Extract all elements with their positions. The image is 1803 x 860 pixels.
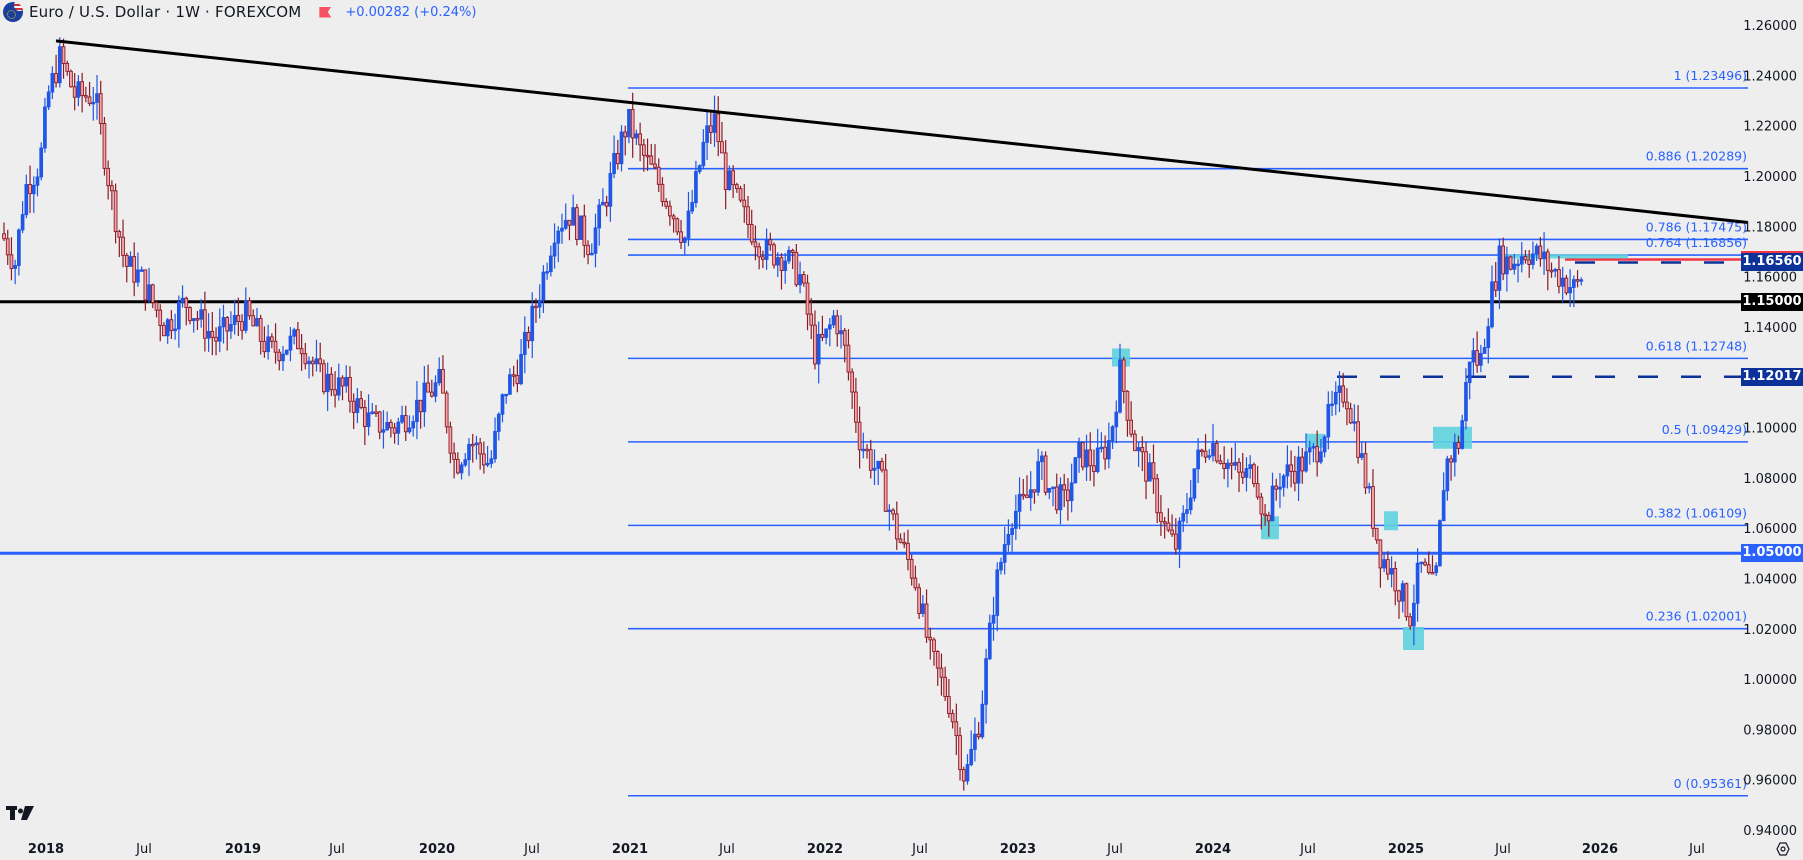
time-tick: Jul xyxy=(1106,842,1123,857)
highlight-box[interactable] xyxy=(1433,426,1472,449)
time-tick: Jul xyxy=(1299,842,1316,857)
price-badge: 1.12017 xyxy=(1741,367,1803,386)
time-tick: Jul xyxy=(718,842,735,857)
price-tick: 0.98000 xyxy=(1743,723,1797,738)
settings-icon[interactable] xyxy=(1776,842,1790,856)
fib-label: 1 (1.23496) xyxy=(1674,68,1747,83)
price-tick: 1.20000 xyxy=(1743,170,1797,185)
price-tick: 1.08000 xyxy=(1743,472,1797,487)
fib-label: 0 (0.95361) xyxy=(1674,776,1747,791)
fib-label: 0.382 (1.06109) xyxy=(1646,505,1747,520)
horizontal-lines[interactable] xyxy=(0,258,1748,555)
highlight-box[interactable] xyxy=(1384,511,1398,531)
time-tick: Jul xyxy=(135,842,152,857)
price-tick: 1.16000 xyxy=(1743,271,1797,286)
fib-label: 0.5 (1.09429) xyxy=(1662,422,1747,437)
price-tick: 1.10000 xyxy=(1743,422,1797,437)
time-tick: Jul xyxy=(328,842,345,857)
price-axis[interactable]: 1.26000 1.24000 1.22000 1.20000 1.18000 1.160… xyxy=(1743,19,1797,839)
chart-header: Euro / U.S. Dollar · 1W · FOREXCOM +0.00… xyxy=(0,0,476,24)
price-badge: 1.16560 xyxy=(1741,253,1803,272)
highlight-boxes[interactable] xyxy=(1112,254,1628,650)
price-tick: 1.18000 xyxy=(1743,220,1797,235)
time-tick: Jul xyxy=(523,842,540,857)
price-tick: 1.00000 xyxy=(1743,673,1797,688)
price-tick: 1.06000 xyxy=(1743,522,1797,537)
tradingview-logo-icon[interactable] xyxy=(6,806,34,820)
price-badge: 1.05000 xyxy=(1741,544,1803,563)
time-axis[interactable]: 2018 Jul 2019 Jul 2020 Jul 2021 Jul 2022 Jul 2023 J… xyxy=(28,842,1705,857)
price-change: +0.00282 (+0.24%) xyxy=(345,4,477,20)
time-tick: 2019 xyxy=(225,842,261,857)
symbol-title[interactable]: Euro / U.S. Dollar · 1W · FOREXCOM xyxy=(29,3,302,21)
fib-label: 0.886 (1.20289) xyxy=(1646,149,1747,164)
time-tick: 2023 xyxy=(1000,842,1036,857)
candlesticks xyxy=(2,37,1584,791)
time-tick: 2025 xyxy=(1388,842,1424,857)
trendline[interactable] xyxy=(55,39,1749,224)
price-tick: 0.96000 xyxy=(1743,774,1797,789)
price-tick: 0.94000 xyxy=(1743,824,1797,839)
price-tick: 1.04000 xyxy=(1743,572,1797,587)
red-flag-icon[interactable] xyxy=(319,6,332,18)
price-tick: 1.22000 xyxy=(1743,120,1797,135)
descending-trendline[interactable] xyxy=(55,39,1749,224)
time-tick: 2018 xyxy=(28,842,64,857)
time-tick: Jul xyxy=(1494,842,1511,857)
fibonacci-retracement[interactable]: 1 (1.23496) 0.886 (1.20289) 0.786 (1.17475… xyxy=(628,68,1748,797)
price-badge: 1.15000 xyxy=(1741,292,1803,311)
fib-label: 0.618 (1.12748) xyxy=(1646,338,1747,353)
highlight-box[interactable] xyxy=(1306,433,1324,448)
fib-label: 0.764 (1.16856) xyxy=(1646,235,1747,250)
highlight-box[interactable] xyxy=(1500,254,1628,259)
time-tick: 2020 xyxy=(419,842,455,857)
time-tick: 2021 xyxy=(612,842,648,857)
time-tick: 2026 xyxy=(1582,842,1618,857)
fib-label: 0.236 (1.02001) xyxy=(1646,609,1747,624)
time-tick: Jul xyxy=(1688,842,1705,857)
time-tick: 2022 xyxy=(807,842,843,857)
eur-usd-flag-icon xyxy=(3,2,23,22)
time-tick: Jul xyxy=(911,842,928,857)
price-tick: 1.02000 xyxy=(1743,623,1797,638)
price-tick: 1.26000 xyxy=(1743,19,1797,34)
price-tick: 1.14000 xyxy=(1743,321,1797,336)
fib-label: 0.786 (1.17475) xyxy=(1646,219,1747,234)
time-tick: 2024 xyxy=(1195,842,1231,857)
price-tick: 1.24000 xyxy=(1743,69,1797,84)
